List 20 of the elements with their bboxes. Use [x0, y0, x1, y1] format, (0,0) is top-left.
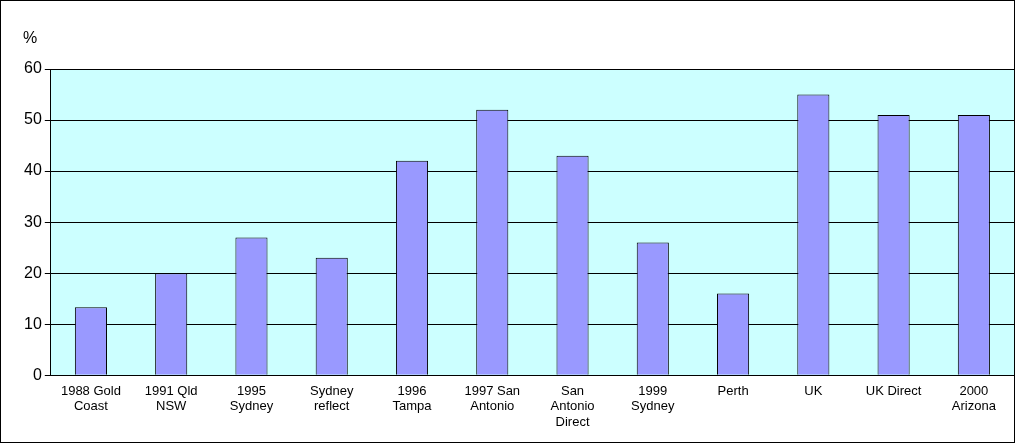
- x-tick-label: 1997 San Antonio: [464, 382, 521, 414]
- x-tick-label: UK: [804, 382, 823, 398]
- y-tick-label: 40: [24, 161, 42, 179]
- x-tick-label: Perth: [717, 382, 749, 398]
- y-tick-label: 50: [24, 110, 42, 128]
- x-tick-label: 1999 Sydney: [631, 382, 675, 414]
- x-tick-label: 1996 Tampa: [392, 382, 433, 414]
- y-tick-label: 30: [24, 212, 42, 230]
- x-tick-label: 1995 Sydney: [229, 382, 274, 414]
- x-tick-label: 2000 Arizona: [951, 382, 997, 414]
- y-axis-title: %: [23, 29, 38, 47]
- y-tick-label: 60: [24, 59, 42, 77]
- x-tick-label: San Antonio Direct: [550, 382, 595, 429]
- x-tick-label: 1991 Qld NSW: [144, 382, 198, 414]
- y-tick-label: 20: [24, 263, 42, 281]
- y-tick-label: 0: [32, 365, 42, 383]
- x-tick-label: 1988 Gold Coast: [60, 382, 121, 414]
- x-tick-label: UK Direct: [865, 382, 922, 398]
- y-tick-label: 10: [24, 314, 42, 332]
- x-tick-label: Sydney reflect: [310, 382, 354, 414]
